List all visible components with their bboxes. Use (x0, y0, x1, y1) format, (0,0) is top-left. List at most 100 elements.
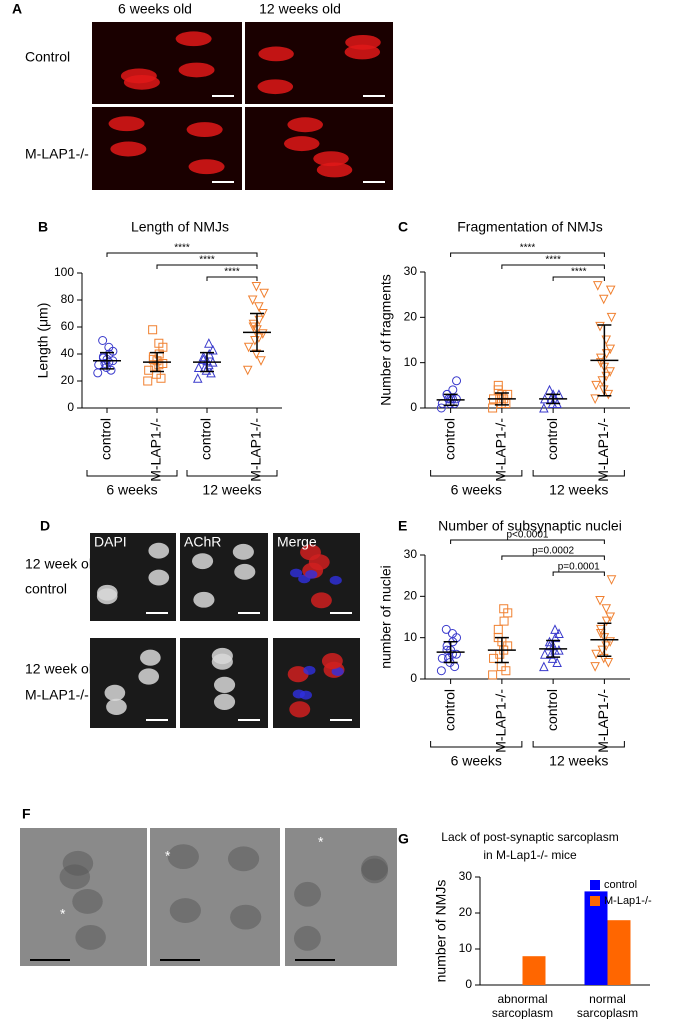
structure (305, 570, 318, 579)
x-tick-label: M-LAP1-/- (595, 689, 611, 753)
data-point (499, 394, 509, 404)
data-point (206, 367, 216, 378)
data-point (595, 595, 605, 606)
data-point (606, 312, 617, 323)
data-point (601, 335, 612, 346)
data-point (193, 362, 204, 372)
structure (191, 553, 214, 570)
y-tick-label: 10 (404, 355, 418, 369)
structure (232, 543, 254, 560)
data-point (436, 403, 446, 413)
y-tick-label: 30 (404, 547, 418, 561)
structure (211, 653, 233, 670)
error-bar (443, 393, 458, 407)
y-tick-label: 0 (67, 400, 74, 414)
data-point (550, 624, 560, 634)
x-tick-label: M-LAP1-/- (148, 418, 164, 482)
significance-label: **** (571, 267, 587, 278)
group-label: 12 weeks (549, 753, 608, 769)
structure (227, 846, 260, 872)
micrograph (273, 638, 360, 728)
significance-label: p=0.0001 (558, 562, 600, 573)
error-bar (494, 636, 509, 664)
panel-label: A (12, 1, 22, 17)
y-tick-label: 40 (61, 346, 75, 360)
structure (331, 666, 344, 676)
y-tick-label: 0 (410, 671, 417, 685)
y-tick-label: 10 (404, 630, 418, 644)
data-point (499, 604, 509, 614)
row-label: M-LAP1-/- (25, 146, 89, 162)
significance-bracket (501, 264, 605, 269)
y-tick-label: 10 (459, 941, 473, 955)
y-tick-label: 30 (404, 264, 418, 278)
y-axis-title: Number of fragments (378, 274, 394, 406)
group-bracket (532, 741, 625, 748)
structure (72, 889, 103, 914)
data-point (93, 368, 103, 378)
data-point (436, 666, 446, 676)
data-point (493, 380, 503, 390)
data-point (539, 661, 549, 672)
structure (234, 563, 256, 580)
structure (316, 162, 353, 178)
data-point (154, 349, 164, 359)
column-label: Merge (277, 534, 317, 550)
data-point (598, 294, 609, 305)
significance-bracket (450, 539, 605, 544)
data-point (595, 629, 606, 639)
data-point (257, 329, 268, 339)
chart-title: Length of NMJs (131, 219, 229, 235)
panel-label: B (38, 219, 48, 235)
structure (257, 79, 294, 95)
legend-label: control (604, 879, 637, 891)
data-point (499, 616, 509, 626)
y-tick-label: 80 (61, 292, 75, 306)
panel-label: F (22, 806, 31, 822)
group-label: 6 weeks (451, 753, 502, 769)
x-tick-label: M-LAP1-/- (248, 418, 264, 482)
chart-title: in M-Lap1-/- mice (483, 848, 577, 862)
data-point (452, 376, 462, 386)
data-point (605, 612, 616, 623)
data-point (603, 389, 614, 400)
data-point (595, 321, 605, 332)
structure (321, 652, 343, 670)
data-point (144, 365, 154, 375)
legend-swatch (590, 896, 600, 906)
y-axis-title: Length (μm) (35, 303, 51, 379)
x-tick-label: sarcoplasm (577, 1006, 638, 1019)
data-point (248, 319, 259, 330)
data-point (98, 336, 108, 345)
panel-label: G (398, 831, 409, 847)
significance-bracket (206, 276, 258, 281)
data-point (501, 398, 511, 408)
significance-label: p=0.0002 (532, 546, 574, 557)
group-bracket (430, 741, 523, 748)
group-bracket (86, 470, 178, 477)
structure (313, 151, 349, 167)
structure (193, 591, 215, 608)
panel-label: C (398, 219, 408, 235)
data-point (595, 353, 606, 364)
significance-label: **** (174, 243, 190, 254)
chart-title: Fragmentation of NMJs (457, 219, 603, 235)
error-bar (443, 641, 458, 664)
y-axis-title: number of NMJs (433, 880, 449, 983)
x-tick-label: M-LAP1-/- (493, 418, 509, 482)
significance-bracket (450, 252, 605, 257)
structure (213, 693, 236, 710)
structure (283, 136, 320, 152)
data-point (601, 616, 612, 627)
data-point (595, 624, 606, 635)
structure (167, 844, 199, 870)
data-point (248, 322, 259, 333)
data-point (603, 657, 614, 668)
data-point (447, 629, 457, 639)
row-label: 12 week old (25, 556, 100, 572)
data-point (192, 373, 203, 383)
x-tick-label: sarcoplasm (492, 1006, 553, 1019)
data-point (595, 358, 606, 368)
x-tick-label: control (544, 689, 560, 731)
